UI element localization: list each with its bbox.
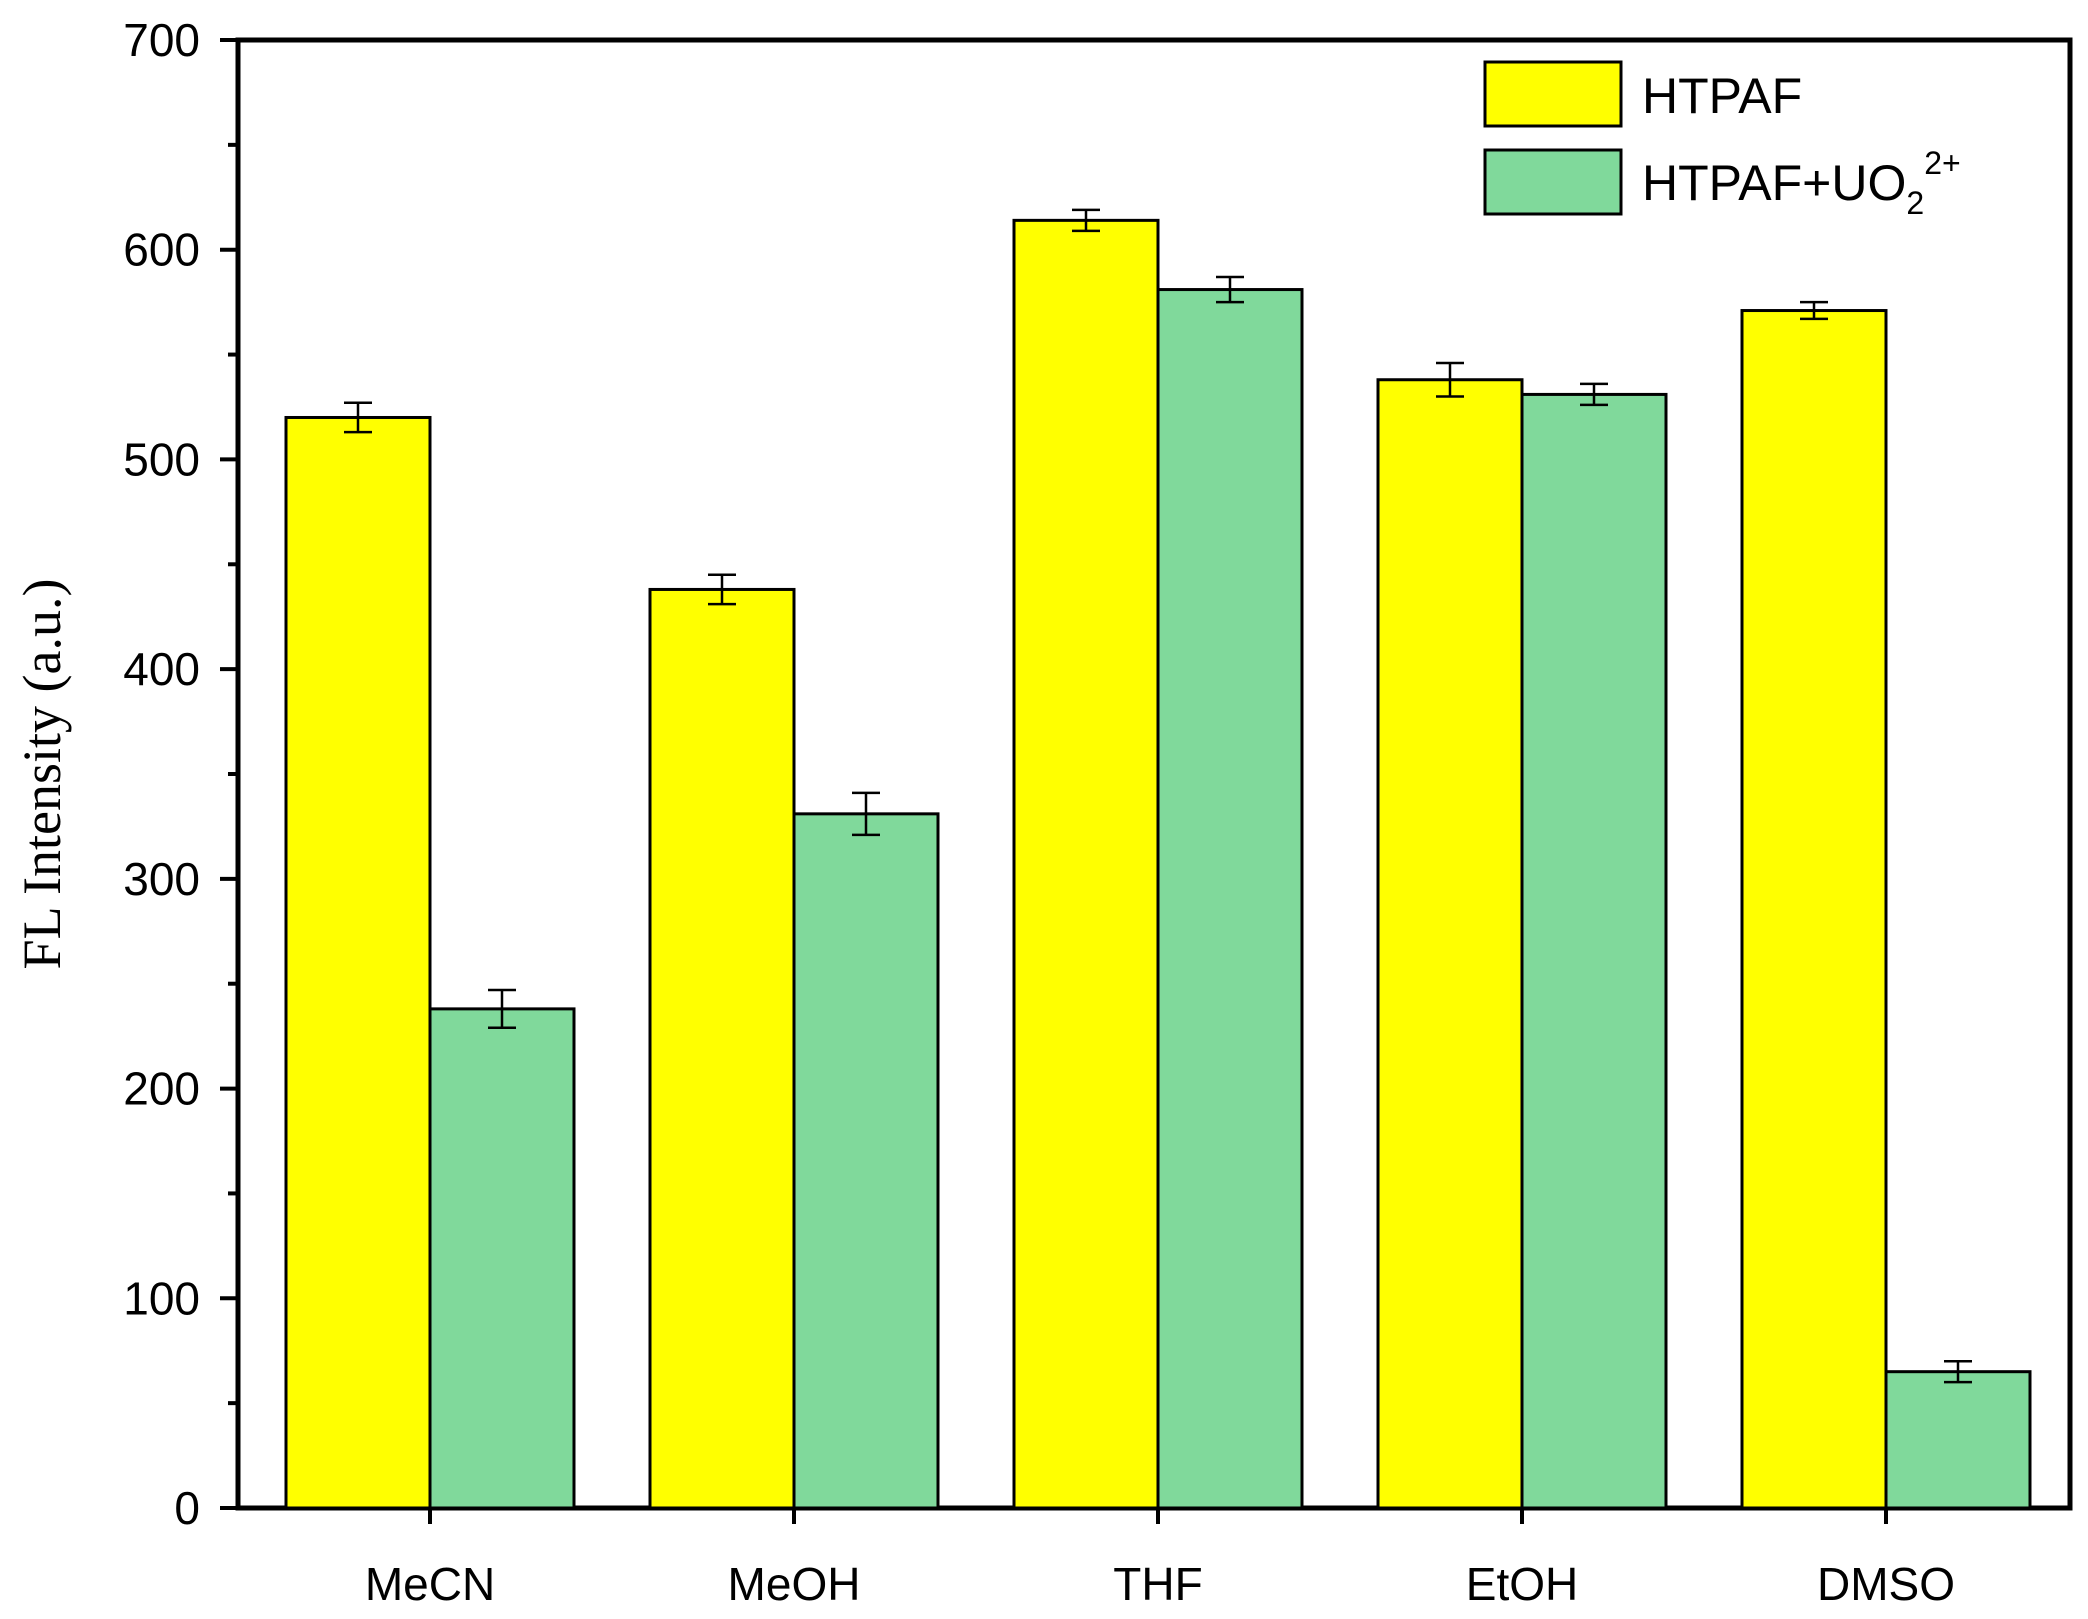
- x-tick-label: MeOH: [728, 1558, 861, 1610]
- legend-label-htpaf: HTPAF: [1642, 68, 1802, 124]
- bar-thf-series-2: [1156, 288, 1304, 1510]
- y-tick-label: 200: [123, 1063, 200, 1115]
- y-tick-label: 600: [123, 224, 200, 276]
- y-tick-label: 700: [123, 14, 200, 66]
- bar-etoh-series-1: [1376, 378, 1524, 1510]
- y-tick-label: 100: [123, 1272, 200, 1324]
- bar-mecn-series-1: [284, 415, 432, 1510]
- legend-swatch-htpaf-uo2: [1483, 148, 1623, 216]
- legend-label-htpaf-uo2: HTPAF+UO22+: [1642, 145, 1961, 221]
- bar-dmso-series-1: [1740, 309, 1888, 1510]
- y-tick-label: 300: [123, 853, 200, 905]
- bar-dmso-series-2: [1884, 1370, 2032, 1510]
- x-tick-label: EtOH: [1466, 1558, 1578, 1610]
- x-tick-label: DMSO: [1817, 1558, 1955, 1610]
- y-axis: 0 100 200 300 400 500 600 700: [123, 14, 238, 1534]
- bar-etoh-series-2: [1520, 392, 1668, 1510]
- y-tick-label: 400: [123, 643, 200, 695]
- x-tick-label: THF: [1113, 1558, 1202, 1610]
- bar-thf-series-1: [1012, 218, 1160, 1510]
- y-tick-label: 500: [123, 433, 200, 485]
- bar-meoh-series-2: [792, 812, 940, 1510]
- y-axis-title: FL Intensity (a.u.): [12, 579, 72, 970]
- y-tick-label: 0: [174, 1482, 200, 1534]
- x-tick-label: MeCN: [365, 1558, 495, 1610]
- bar-meoh-series-1: [648, 587, 796, 1510]
- x-axis: MeCN MeOH THF EtOH DMSO: [365, 1508, 1955, 1610]
- legend: HTPAF HTPAF+UO22+: [1483, 60, 1961, 221]
- legend-swatch-htpaf: [1483, 60, 1623, 128]
- error-bars-layer: [344, 208, 1972, 1384]
- bars-layer: [284, 218, 2032, 1510]
- bar-mecn-series-2: [428, 1007, 576, 1510]
